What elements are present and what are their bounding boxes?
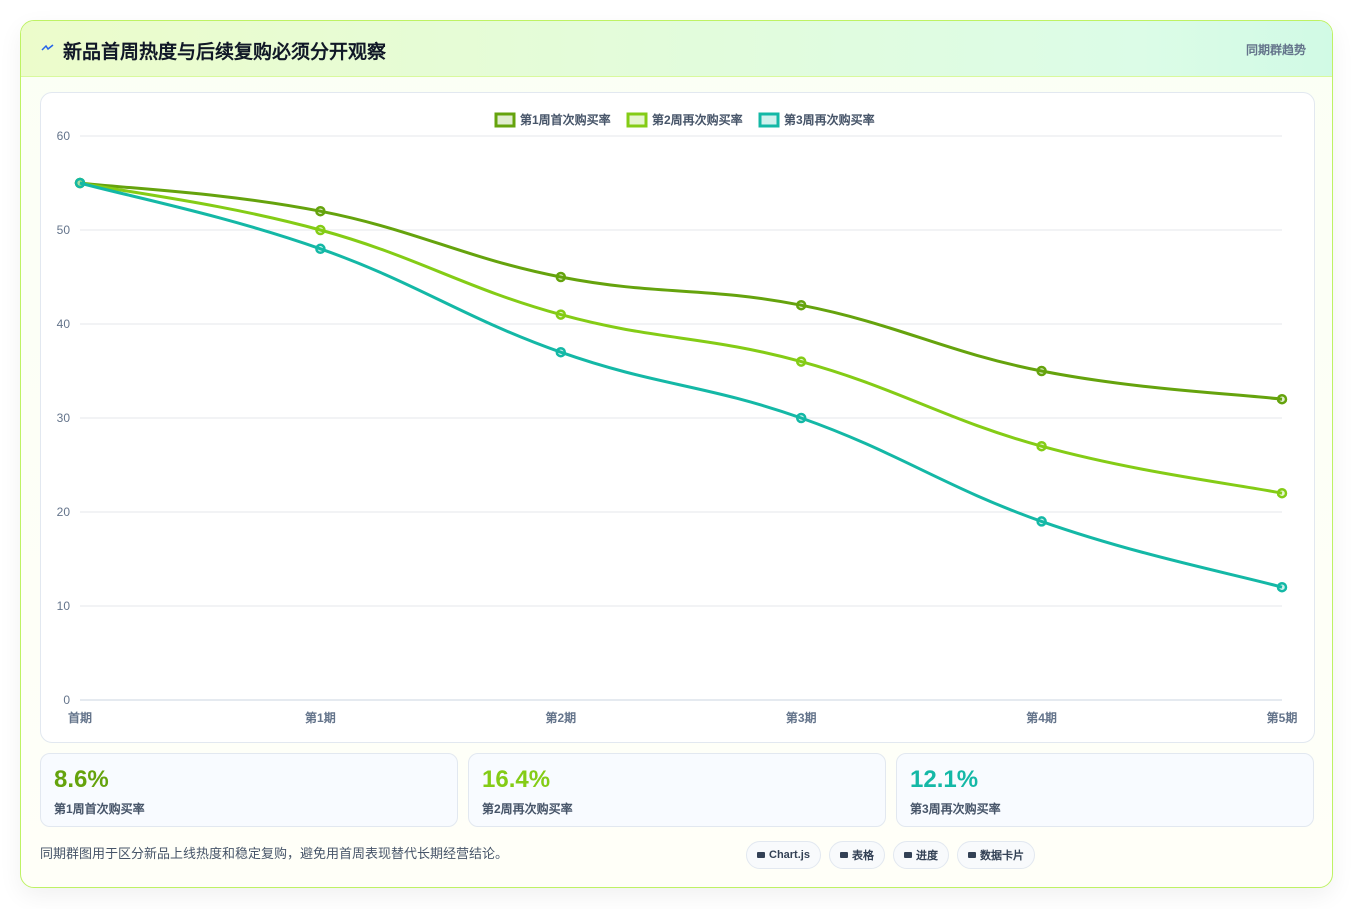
x-tick-label: 首期 — [68, 710, 92, 725]
data-point — [1276, 393, 1288, 405]
chip: 数据卡片 — [956, 841, 1035, 869]
y-tick-label: 30 — [57, 411, 71, 425]
chip: 进度 — [892, 841, 949, 869]
x-tick-label: 第4期 — [1026, 710, 1057, 725]
series-line — [79, 181, 1283, 589]
data-point — [555, 271, 567, 283]
header-tag: 同期群趋势 — [1245, 43, 1306, 57]
chip: 表格 — [828, 841, 885, 869]
series-line — [79, 181, 1283, 495]
x-tick-label: 第1期 — [305, 710, 336, 725]
data-point — [795, 356, 807, 367]
legend-label: 第2周再次购买率 — [652, 112, 743, 127]
data-point — [1276, 487, 1288, 499]
chip-label: 数据卡片 — [979, 850, 1024, 862]
stat-card: 16.4% 第2周再次购买率 — [468, 753, 886, 827]
data-point — [1036, 516, 1047, 527]
y-tick-label: 0 — [63, 693, 70, 707]
stat-card: 12.1% 第3周再次购买率 — [896, 753, 1314, 827]
legend-label: 第1周首次购买率 — [520, 112, 611, 127]
header-icon — [41, 44, 54, 51]
chip-icon — [903, 852, 912, 858]
legend-swatch — [494, 112, 516, 128]
chip-label: 进度 — [915, 850, 938, 862]
y-tick-label: 20 — [57, 505, 71, 519]
y-tick-label: 60 — [57, 129, 71, 143]
y-tick-label: 50 — [57, 223, 71, 237]
chart: 0 10 20 30 40 50 60 首期 第1期 第2期 第3期 第4期 第5期 第1周首次购买率 第2… — [57, 112, 1298, 725]
chart-panel: 0 10 20 30 40 50 60 首期 第1期 第2期 第3期 第4期 第5期 第1周首次购买率 第2… — [40, 92, 1315, 743]
data-point — [74, 177, 86, 189]
y-tick-label: 40 — [57, 317, 71, 331]
x-tick-label: 第3期 — [786, 710, 817, 725]
stat-label: 第2周再次购买率 — [482, 802, 573, 816]
chip-label: Chart.js — [769, 849, 810, 861]
x-tick-label: 第5期 — [1267, 710, 1298, 725]
legend-swatch — [626, 112, 648, 128]
stat-value: 16.4% — [482, 766, 551, 793]
data-point — [795, 412, 807, 424]
data-point — [315, 243, 326, 255]
stat-card: 8.6% 第1周首次购买率 — [40, 753, 458, 827]
footer-note: 同期群图用于区分新品上线热度和稳定复购，避免用首周表现替代长期经营结论。 — [40, 846, 509, 861]
x-tick-label: 第2期 — [545, 710, 576, 725]
data-point — [1036, 365, 1047, 377]
title: 新品首周热度与后续复购必须分开观察 — [63, 42, 387, 63]
stat-label: 第1周首次购买率 — [54, 802, 145, 816]
chip-label: 表格 — [851, 850, 874, 862]
data-point — [315, 224, 326, 236]
data-point — [1036, 440, 1047, 452]
data-point — [555, 309, 567, 320]
data-point — [315, 205, 326, 217]
chip-icon — [757, 852, 765, 858]
chip-icon — [839, 852, 848, 858]
chip: Chart.js — [746, 841, 821, 869]
y-tick-label: 10 — [57, 599, 71, 613]
chips: Chart.js 表格 进度 数据卡片 — [746, 841, 1035, 869]
data-point — [1276, 581, 1288, 593]
legend-swatch — [758, 112, 780, 128]
stat-value: 12.1% — [910, 766, 979, 793]
header: 新品首周热度与后续复购必须分开观察 同期群趋势 — [21, 21, 1332, 77]
data-point — [555, 346, 567, 358]
series-line — [79, 181, 1283, 401]
legend-label: 第3周再次购买率 — [784, 112, 875, 127]
stat-value: 8.6% — [54, 766, 109, 793]
chip-icon — [967, 852, 976, 858]
stat-label: 第3周再次购买率 — [910, 802, 1001, 816]
data-point — [795, 299, 807, 311]
